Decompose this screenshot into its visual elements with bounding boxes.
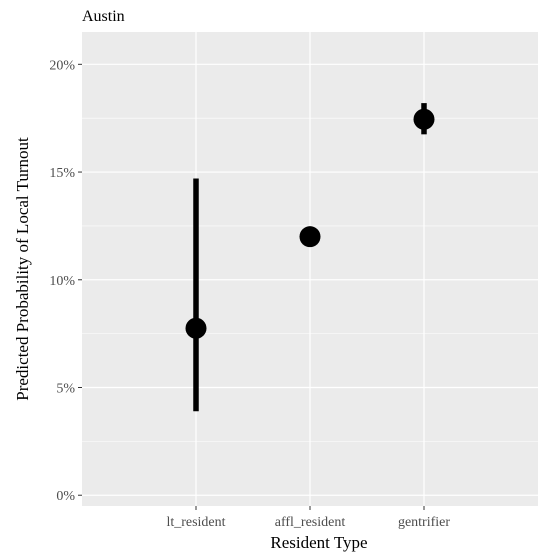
y-axis-ticks: 0% 5% 10% 15% 20% — [49, 58, 82, 504]
y-tick-label: 0% — [56, 489, 75, 504]
y-tick-label: 20% — [49, 58, 75, 73]
y-axis-title: Predicted Probability of Local Turnout — [13, 137, 32, 401]
y-tick-label: 15% — [49, 166, 75, 181]
y-tick-label: 10% — [49, 274, 75, 289]
y-tick-label: 5% — [56, 382, 75, 397]
x-tick-label: affl_resident — [275, 515, 346, 530]
point-affl_resident — [299, 226, 321, 248]
point-estimates — [185, 108, 435, 339]
x-axis-ticks: lt_resident affl_resident gentrifier — [166, 506, 450, 530]
x-tick-label: lt_resident — [166, 515, 225, 530]
point-gentrifier — [413, 108, 435, 130]
chart-title: Austin — [82, 8, 125, 25]
x-tick-label: gentrifier — [398, 515, 450, 530]
x-axis-title: Resident Type — [270, 533, 367, 552]
point-lt_resident — [185, 317, 207, 339]
